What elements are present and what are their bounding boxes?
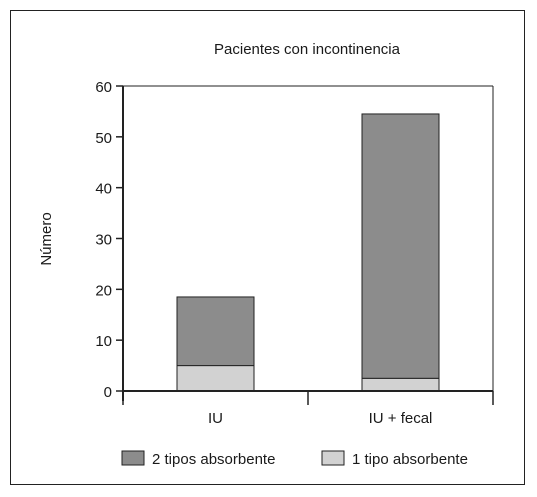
legend-label: 1 tipo absorbente — [352, 451, 468, 468]
legend: 2 tipos absorbente 1 tipo absorbente — [121, 450, 468, 468]
y-tick-label: 30 — [95, 232, 112, 249]
bar-segment — [361, 113, 440, 379]
y-axis-label: Número — [38, 212, 55, 265]
legend-swatch — [121, 450, 145, 466]
y-tick-label: 20 — [95, 282, 112, 299]
legend-swatch — [321, 450, 345, 466]
chart-title: Pacientes con incontinencia — [214, 41, 401, 58]
legend-label: 2 tipos absorbente — [152, 451, 275, 468]
y-tick-label: 0 — [104, 384, 112, 401]
bar-segment — [176, 365, 255, 392]
bar-segment — [176, 296, 255, 367]
y-tick-label: 50 — [95, 130, 112, 147]
y-tick-label: 10 — [95, 333, 112, 350]
bars-group — [176, 113, 440, 392]
x-tick-label: IU + fecal — [369, 410, 433, 427]
x-tick-label: IU — [208, 410, 223, 427]
axes-group: 0 10 20 30 40 50 60 IU IU + fecal — [95, 79, 494, 427]
bar-segment — [361, 377, 440, 392]
y-tick-label: 60 — [95, 79, 112, 96]
y-tick-label: 40 — [95, 181, 112, 198]
chart-frame — [10, 10, 525, 485]
